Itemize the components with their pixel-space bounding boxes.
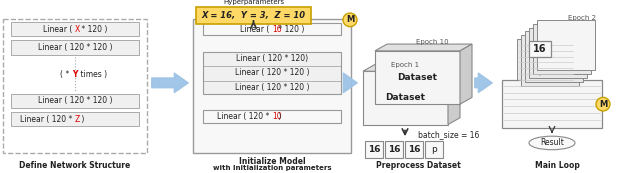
Text: Hyperparameters: Hyperparameters: [223, 0, 284, 5]
Text: Linear ( 120 * 120 ): Linear ( 120 * 120 ): [235, 68, 309, 77]
Text: Y: Y: [72, 70, 77, 79]
Text: Linear (: Linear (: [44, 25, 75, 34]
Text: Linear ( X * 120 ): Linear ( X * 120 ): [42, 25, 108, 34]
Text: Linear ( 120 * 120 ): Linear ( 120 * 120 ): [38, 43, 112, 52]
Text: batch_size = 16: batch_size = 16: [418, 130, 479, 139]
Bar: [365, 141, 383, 158]
Text: X: X: [75, 25, 80, 34]
Polygon shape: [460, 44, 472, 104]
Text: Epoch 1: Epoch 1: [556, 22, 584, 28]
Bar: [11, 40, 139, 55]
Text: ): ): [276, 112, 282, 121]
Text: Z: Z: [75, 115, 80, 124]
Bar: [3, 19, 147, 153]
Polygon shape: [375, 44, 472, 51]
Text: 16: 16: [272, 25, 282, 34]
Bar: [203, 52, 341, 94]
Text: times ): times ): [78, 70, 107, 79]
Bar: [525, 31, 583, 82]
Text: ( *: ( *: [60, 70, 72, 79]
Polygon shape: [448, 64, 460, 125]
Text: with Initialization parameters: with Initialization parameters: [212, 165, 332, 171]
Bar: [502, 80, 602, 128]
Text: Initialize Model: Initialize Model: [239, 157, 305, 166]
Text: 16: 16: [533, 44, 547, 54]
Bar: [196, 7, 311, 24]
Bar: [11, 94, 139, 108]
Bar: [405, 141, 423, 158]
Text: 10: 10: [272, 112, 282, 121]
FancyArrowPatch shape: [343, 73, 357, 93]
Text: Linear ( 120 * Z ): Linear ( 120 * Z ): [42, 115, 108, 124]
Text: ): ): [79, 115, 84, 124]
Text: p: p: [431, 145, 437, 154]
FancyArrowPatch shape: [475, 73, 492, 93]
Text: Result: Result: [540, 138, 564, 147]
Bar: [425, 141, 443, 158]
Text: * 120 ): * 120 ): [276, 25, 305, 34]
Text: Dataset: Dataset: [385, 93, 426, 102]
Text: 16: 16: [388, 145, 400, 154]
Bar: [363, 71, 448, 125]
Polygon shape: [363, 64, 460, 71]
Bar: [203, 110, 341, 123]
Text: Linear ( 120 * 120 ): Linear ( 120 * 120 ): [38, 96, 112, 105]
Text: * 120 ): * 120 ): [79, 25, 108, 34]
Text: X = 16,  Y = 3,  Z = 10: X = 16, Y = 3, Z = 10: [202, 11, 305, 20]
Text: 16: 16: [368, 145, 380, 154]
Text: M: M: [346, 15, 354, 24]
Text: Linear ( 120 *: Linear ( 120 *: [217, 112, 272, 121]
Text: Linear ( 120 *: Linear ( 120 *: [20, 115, 75, 124]
Text: Linear (: Linear (: [240, 25, 272, 34]
Bar: [11, 22, 139, 36]
Text: Linear ( 120 * 120): Linear ( 120 * 120): [236, 54, 308, 63]
Bar: [533, 24, 591, 74]
Bar: [517, 39, 575, 90]
Text: Epoch 10: Epoch 10: [416, 39, 448, 45]
Text: Preprocess Dataset: Preprocess Dataset: [376, 161, 460, 170]
Text: Epoch 1: Epoch 1: [391, 62, 419, 68]
Text: 16: 16: [408, 145, 420, 154]
Bar: [529, 41, 551, 57]
Text: Epoch 2: Epoch 2: [568, 15, 596, 21]
Text: Define Network Structure: Define Network Structure: [19, 161, 131, 170]
Ellipse shape: [529, 136, 575, 150]
Bar: [529, 28, 587, 78]
Text: M: M: [599, 100, 607, 109]
Circle shape: [343, 13, 357, 27]
Bar: [537, 20, 595, 70]
Text: Linear ( 120 * 120 ): Linear ( 120 * 120 ): [235, 83, 309, 92]
Bar: [11, 112, 139, 126]
Bar: [203, 23, 341, 35]
Bar: [375, 51, 460, 104]
Text: Main Loop: Main Loop: [534, 161, 579, 170]
FancyArrowPatch shape: [152, 73, 188, 93]
Bar: [385, 141, 403, 158]
Text: Dataset: Dataset: [397, 73, 438, 82]
Circle shape: [596, 97, 610, 111]
Bar: [521, 35, 579, 86]
Bar: [193, 19, 351, 153]
